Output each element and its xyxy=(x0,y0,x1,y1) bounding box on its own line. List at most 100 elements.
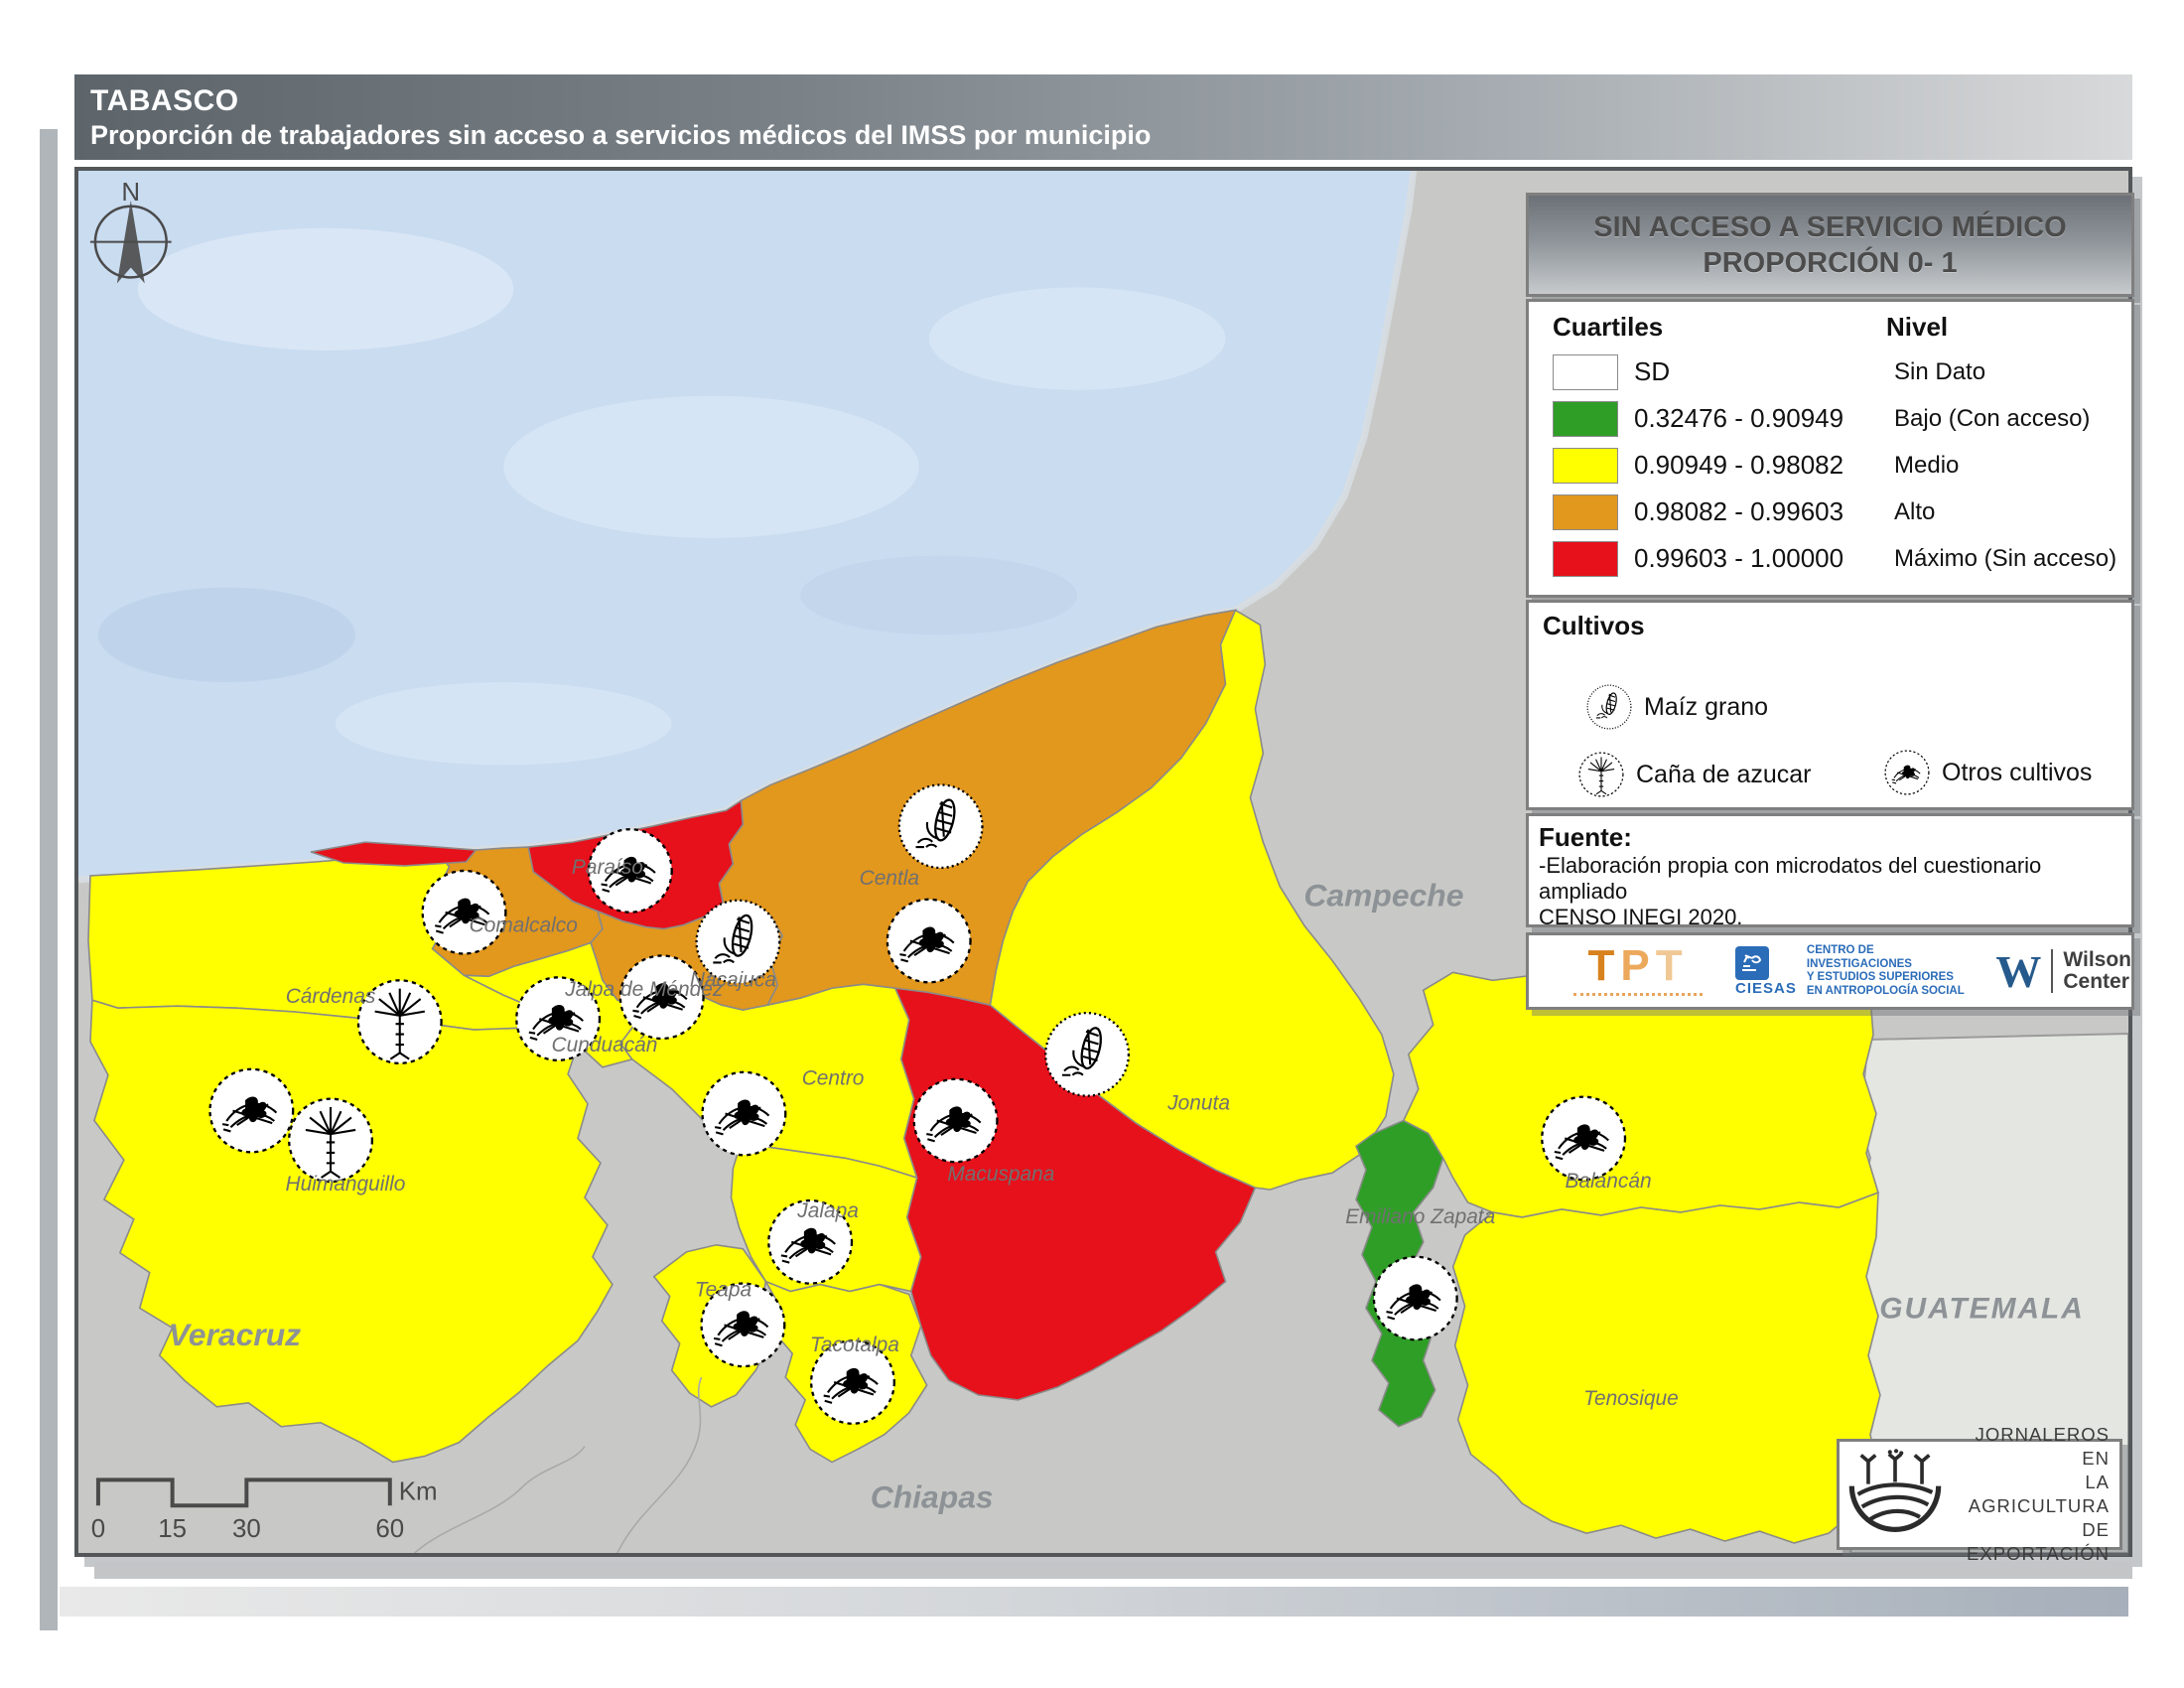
otros-cultivos-icon xyxy=(912,1077,999,1164)
title-bar: TABASCO Proporción de trabajadores sin a… xyxy=(74,74,2132,160)
legend-row-medio: 0.90949 - 0.98082 Medio xyxy=(1553,442,2131,489)
state-label-campeche: Campeche xyxy=(1303,878,1463,914)
compass-needle-icon xyxy=(116,200,145,284)
legend-level: Medio xyxy=(1894,451,1960,479)
legend-range: 0.90949 - 0.98082 xyxy=(1634,450,1844,480)
legend-logos-box: TPT CIESAS CENTRO DE INVESTIGACIONES Y E… xyxy=(1526,932,2134,1010)
map-state-title: TABASCO xyxy=(90,84,239,117)
cultivo-item-cana: Caña de azucar xyxy=(1578,752,1812,797)
otros-cultivos-icon xyxy=(1372,1255,1458,1341)
legend-swatch-medio xyxy=(1553,447,1618,484)
otros-cultivos-icon xyxy=(1884,750,1930,795)
fuente-line: -Elaboración propia con microdatos del c… xyxy=(1539,853,2042,904)
jornaleros-line: JORNALEROS EN xyxy=(1975,1424,2110,1469)
river-line xyxy=(616,1376,703,1553)
scale-tick: 30 xyxy=(232,1515,261,1543)
municipality-label: Paraíso xyxy=(572,856,643,879)
municipality-label: Jalpa de Méndez xyxy=(564,978,724,1001)
state-label-chiapas: Chiapas xyxy=(871,1478,994,1514)
page-edge-shadow xyxy=(40,129,58,1630)
sea-texture xyxy=(503,395,919,538)
legend-range: 0.98082 - 0.99603 xyxy=(1634,496,1844,526)
municipality-label: Balancán xyxy=(1565,1170,1651,1193)
municipality-tenosique xyxy=(1451,1191,1881,1544)
state-label-veracruz: Veracruz xyxy=(169,1317,301,1352)
compass-north-label: N xyxy=(121,179,140,207)
map-panel: Cárdenas Huimanguillo Comalcalco Paraíso… xyxy=(74,167,2134,1564)
municipality-label: Teapa xyxy=(695,1279,751,1302)
maiz-grano-icon xyxy=(897,783,984,870)
legend-fuente-box: Fuente: -Elaboración propia con microdat… xyxy=(1526,813,2134,981)
municipality-label: Cárdenas xyxy=(286,985,376,1008)
ciesas-line: Y ESTUDIOS SUPERIORES xyxy=(1806,971,1954,983)
cultivo-label: Maíz grano xyxy=(1644,692,1769,721)
municipality-paraiso-west xyxy=(310,841,478,867)
legend-level: Sin Dato xyxy=(1894,357,1986,385)
cultivo-item-otros: Otros cultivos xyxy=(1884,750,2092,795)
municipality-label: Centla xyxy=(860,867,919,890)
legend-swatch-sd xyxy=(1553,353,1618,390)
sea-texture xyxy=(800,555,1078,635)
wilson-w-icon: W xyxy=(1995,945,2042,997)
sea-texture xyxy=(928,287,1226,390)
legend-level: Bajo (Con acceso) xyxy=(1894,404,2091,432)
tpt-letter: T xyxy=(1587,941,1621,990)
otros-cultivos-icon xyxy=(701,1070,787,1157)
legend-range: 0.99603 - 1.00000 xyxy=(1634,543,1844,573)
jornaleros-line: LA AGRICULTURA xyxy=(1968,1472,2110,1516)
cultivos-header: Cultivos xyxy=(1543,611,1645,640)
legend-row-alto: 0.98082 - 0.99603 Alto xyxy=(1553,489,2131,535)
legend-range: SD xyxy=(1634,356,1671,386)
ciesas-line: EN ANTROPOLOGÍA SOCIAL xyxy=(1806,984,1965,997)
sea-texture xyxy=(137,227,514,351)
municipality-label: Centro xyxy=(802,1067,865,1090)
cana-azucar-icon xyxy=(288,1097,374,1184)
ciesas-acronym: CIESAS xyxy=(1735,979,1797,997)
cultivo-label: Caña de azucar xyxy=(1636,760,1812,788)
ciesas-line: CENTRO DE INVESTIGACIONES xyxy=(1806,944,1912,970)
municipality-label: Macuspana xyxy=(947,1163,1054,1186)
maiz-grano-icon xyxy=(1044,1011,1131,1097)
scale-tick: 60 xyxy=(375,1515,404,1543)
cultivo-item-maiz: Maíz grano xyxy=(1586,684,1768,730)
sea-texture xyxy=(335,682,672,766)
wilson-divider xyxy=(2051,949,2054,993)
river-line xyxy=(414,1446,586,1553)
scale-unit: Km xyxy=(399,1477,438,1505)
compass-rose: N xyxy=(89,179,172,284)
scale-bar-line xyxy=(95,1477,392,1508)
fuente-line: CENSO INEGI 2020. xyxy=(1539,905,1743,929)
municipality-label: Jalapa xyxy=(796,1199,859,1222)
legend-title-line1: SIN ACCESO A SERVICIO MÉDICO xyxy=(1593,211,2067,243)
municipality-label: Nacajuca xyxy=(690,968,776,991)
scale-tick: 15 xyxy=(158,1515,187,1543)
cana-azucar-icon xyxy=(1578,752,1624,797)
wilson-center-logo: W Wilson Center xyxy=(1995,945,2131,998)
legend-quartiles-header: Cuartiles xyxy=(1553,312,1664,342)
legend-row-maximo: 0.99603 - 1.00000 Máximo (Sin acceso) xyxy=(1553,535,2131,582)
ciesas-logo: CIESAS CENTRO DE INVESTIGACIONES Y ESTUD… xyxy=(1735,944,1966,998)
state-label-guatemala: GUATEMALA xyxy=(1879,1292,2085,1325)
municipality-label: Jonuta xyxy=(1166,1092,1230,1115)
wilson-line: Center xyxy=(2063,970,2129,993)
legend-swatch-alto xyxy=(1553,493,1618,530)
maiz-grano-icon xyxy=(1586,684,1632,730)
otros-cultivos-icon xyxy=(208,1067,295,1154)
jornaleros-logo-box: JORNALEROS EN LA AGRICULTURA DE EXPORTAC… xyxy=(1837,1424,2122,1564)
tpt-tagline-rule xyxy=(1573,989,1704,996)
fuente-header: Fuente: xyxy=(1539,822,1632,852)
panel-bottom-shadow xyxy=(94,1561,2132,1579)
wilson-line: Wilson xyxy=(2063,948,2131,971)
tpt-letter: P xyxy=(1620,941,1656,990)
footer-gradient-strip xyxy=(60,1587,2128,1617)
legend-range: 0.32476 - 0.90949 xyxy=(1634,403,1844,433)
municipality-label: Emiliano Zapata xyxy=(1345,1205,1495,1228)
jornaleros-line: DE EXPORTACIÓN xyxy=(1967,1519,2110,1564)
legend-row-bajo: 0.32476 - 0.90949 Bajo (Con acceso) xyxy=(1553,395,2131,442)
legend-level: Alto xyxy=(1894,497,1936,525)
legend-level: Máximo (Sin acceso) xyxy=(1894,544,2117,572)
legend-swatch-maximo xyxy=(1553,540,1618,577)
legend-title-line2: PROPORCIÓN 0- 1 xyxy=(1703,246,1958,279)
legend-cultivos-box: Cultivos Maíz grano Caña de azucar Otros… xyxy=(1526,600,2134,810)
legend-level-header: Nivel xyxy=(1886,312,1949,342)
